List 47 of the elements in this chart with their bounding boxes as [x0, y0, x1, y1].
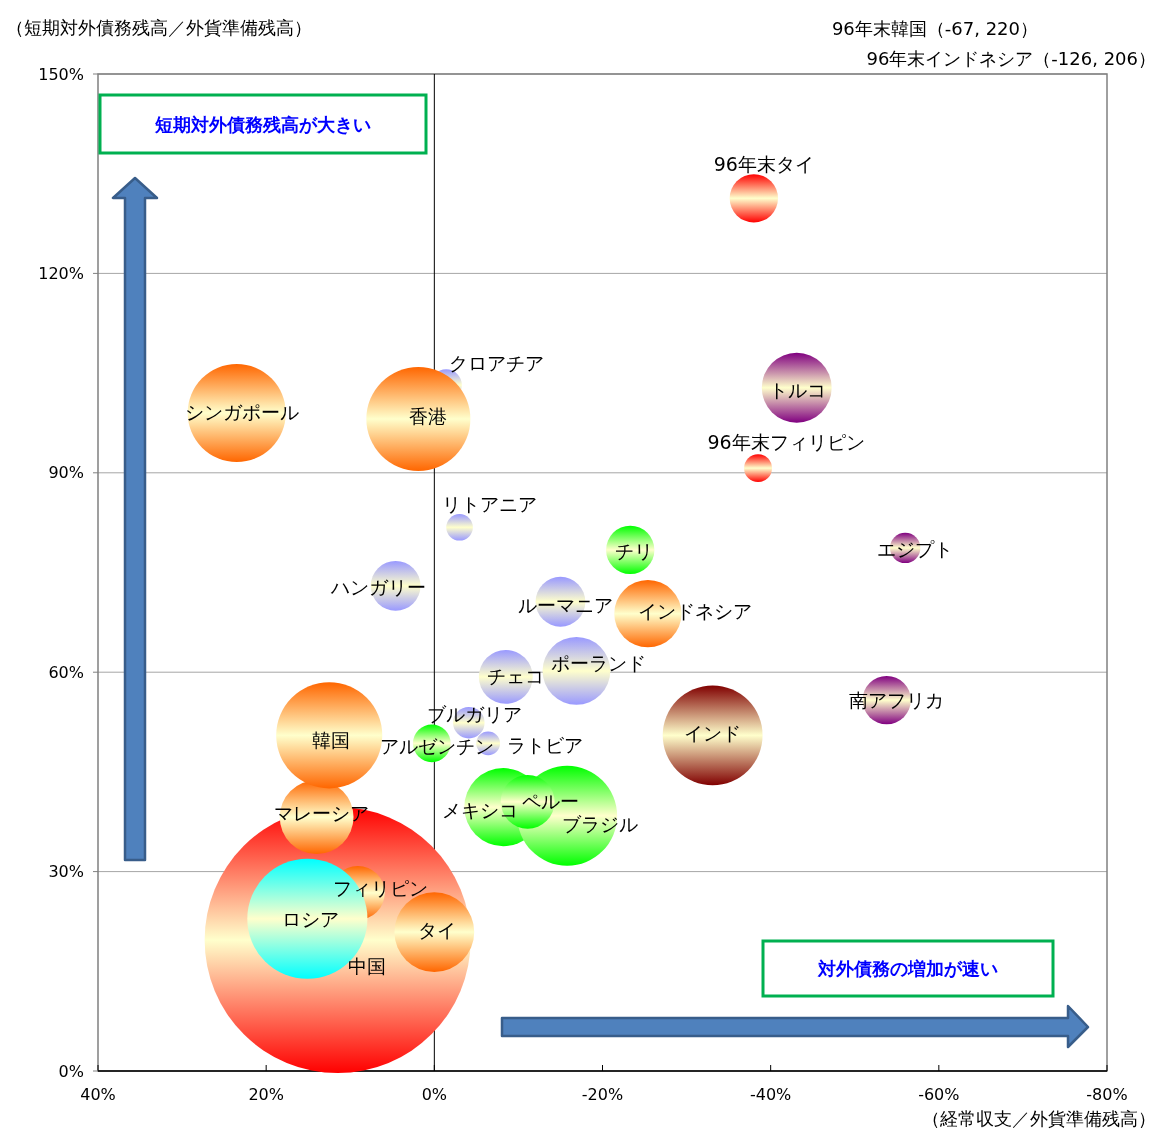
series-label: アルゼンチン: [379, 735, 494, 758]
x-tick-label: 20%: [248, 1084, 284, 1104]
y-axis-title: （短期対外債務残高／外貨準備残高）: [6, 16, 312, 38]
text: 96年末インドネシア（-126, 206）: [866, 47, 1156, 69]
series-label: 96年末フィリピン: [707, 431, 865, 454]
series-label: 96年末タイ: [713, 153, 814, 176]
note-box: 対外債務の増加が速い: [761, 939, 1055, 998]
x-tick-label: 0%: [421, 1084, 448, 1104]
series-label: チェコ: [487, 664, 545, 687]
x-tick-label: -80%: [1086, 1084, 1128, 1104]
series-label: タイ: [418, 919, 457, 942]
series-label: メキシコ: [442, 799, 519, 822]
series-label: 香港: [409, 404, 448, 427]
y-tick-label: 30%: [48, 862, 84, 882]
x-tick-label: -40%: [749, 1084, 792, 1104]
series-label: ルーマニア: [517, 593, 613, 616]
series-label: リトアニア: [442, 493, 538, 516]
series-label: 中国: [347, 955, 386, 978]
x-axis-title: （経常収支／外貨準備残高）: [922, 1107, 1156, 1129]
y-tick-label: 60%: [48, 662, 84, 682]
series-label: フィリピン: [333, 876, 429, 899]
y-tick-label: 0%: [58, 1061, 84, 1081]
annotation: 短期対外債務残高が大きい: [154, 113, 371, 135]
series-label: 韓国: [312, 729, 351, 752]
series-label: ペルー: [522, 789, 580, 812]
series-label: ラトビア: [507, 734, 584, 757]
series-label: エジプト: [877, 537, 954, 560]
y-tick-label: 150%: [38, 64, 84, 84]
y-tick-label: 120%: [38, 263, 84, 283]
series-label: インドネシア: [637, 599, 752, 622]
series-label: トルコ: [769, 378, 827, 401]
series-label: クロアチア: [448, 352, 544, 375]
x-tick-label: -20%: [581, 1084, 624, 1104]
y-tick-label: 90%: [48, 463, 84, 483]
series-label: シンガポール: [184, 400, 299, 423]
series-label: ハンガリー: [330, 575, 427, 598]
series-label: チリ: [615, 539, 654, 562]
note-box: 短期対外債務残高が大きい: [98, 93, 428, 155]
text: 96年末韓国（-67, 220）: [831, 17, 1038, 39]
annotation: 対外債務の増加が速い: [817, 958, 998, 979]
series-label: ポーランド: [550, 651, 646, 674]
series-label: 南アフリカ: [849, 689, 945, 712]
series-label: ロシア: [281, 907, 339, 930]
x-tick-label: -60%: [918, 1084, 960, 1104]
series-label: インド: [684, 722, 742, 745]
series-label: ブラジル: [562, 812, 639, 835]
x-tick-label: 40%: [80, 1084, 116, 1104]
